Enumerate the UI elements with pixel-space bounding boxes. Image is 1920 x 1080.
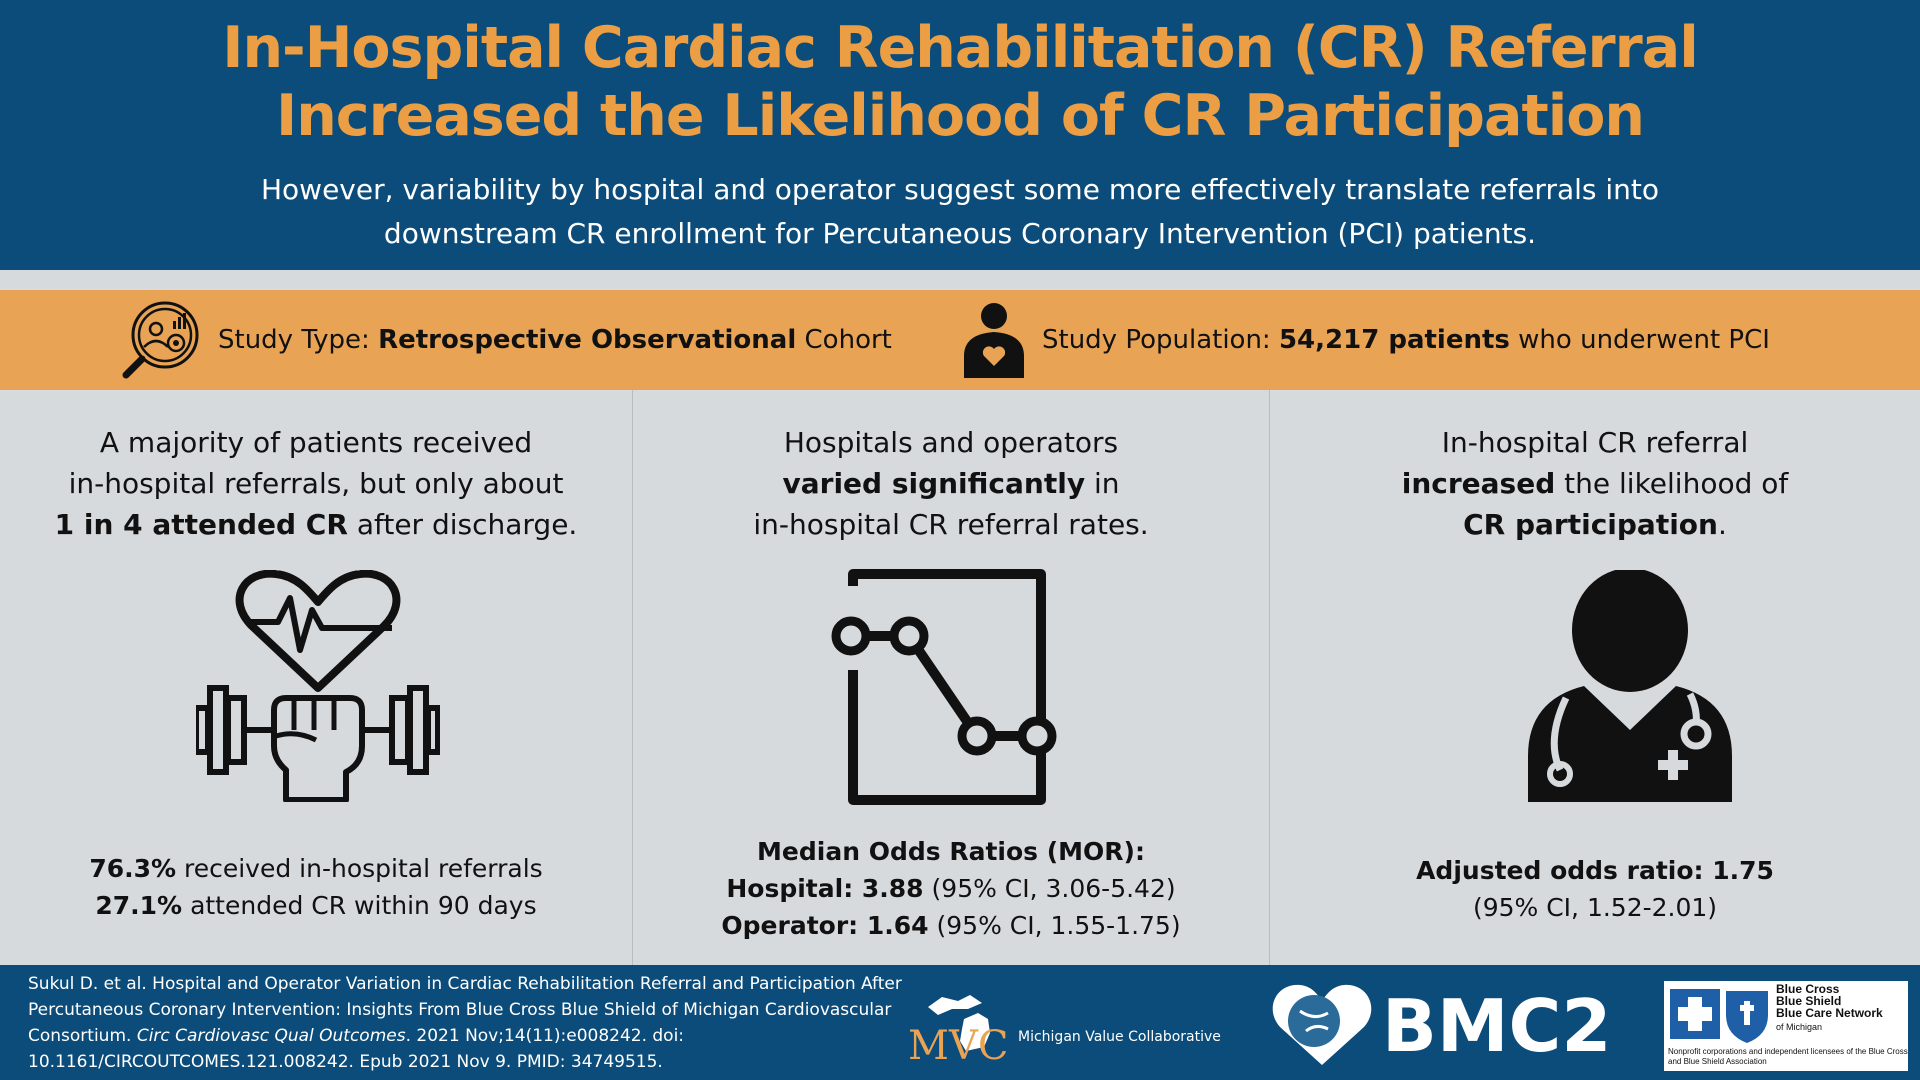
study-type-suffix: Cohort (804, 325, 892, 355)
stat-desc: received in-hospital referrals (184, 854, 543, 883)
bmc2-logo: BMC2 (1270, 981, 1650, 1071)
finding-stats: 76.3% received in-hospital referrals 27.… (0, 850, 632, 924)
finding-line-2: in-hospital referrals, but only about (68, 467, 564, 500)
stat-line: Hospital: 3.88 (95% CI, 3.06-5.42) (633, 870, 1269, 907)
research-magnifier-icon (122, 301, 199, 379)
finding-text: In-hospital CR referral increased the li… (1270, 422, 1920, 545)
bcbs-subtitle: of Michigan (1776, 1022, 1823, 1032)
finding-line-3: CR participation. (1270, 504, 1920, 545)
study-population: Study Population: 54,217 patients who un… (958, 290, 1770, 390)
stat-heading: Median Odds Ratios (MOR): (757, 837, 1145, 866)
stat-value: Adjusted odds ratio: 1.75 (1416, 856, 1774, 885)
stat-value: 27.1% (95, 891, 183, 920)
finding-stats: Adjusted odds ratio: 1.75 (95% CI, 1.52-… (1270, 852, 1920, 926)
heart-dumbbell-icon (196, 570, 440, 802)
mvc-letters: MVC (908, 1023, 1008, 1065)
stat-value: 76.3% (89, 854, 177, 883)
footer: Sukul D. et al. Hospital and Operator Va… (0, 965, 1920, 1080)
stat-desc: (95% CI, 1.52-2.01) (1472, 893, 1718, 922)
blue-cross-blue-shield-icon (1670, 989, 1768, 1043)
citation-journal: Circ Cardiovasc Qual Outcomes (136, 1026, 406, 1046)
title-line-1: In-Hospital Cardiac Rehabilitation (CR) … (222, 15, 1699, 81)
finding-highlight: varied significantly (782, 467, 1086, 500)
finding-line-2-rest: in (1093, 467, 1120, 500)
finding-line-3: in-hospital CR referral rates. (753, 508, 1149, 541)
bmc2-name: BMC2 (1382, 984, 1612, 1068)
finding-stats: Median Odds Ratios (MOR): Hospital: 3.88… (633, 833, 1269, 944)
finding-column-variation: Hospitals and operators varied significa… (632, 390, 1270, 965)
stat-value: Hospital: 3.88 (726, 874, 924, 903)
stat-desc: (95% CI, 1.55-1.75) (936, 911, 1181, 940)
declining-graph-icon (831, 569, 1057, 805)
header-banner: In-Hospital Cardiac Rehabilitation (CR) … (0, 0, 1920, 270)
stat-desc: (95% CI, 3.06-5.42) (931, 874, 1176, 903)
header-gap (0, 270, 1920, 290)
stat-line: Operator: 1.64 (95% CI, 1.55-1.75) (633, 907, 1269, 944)
bcbs-name: Blue Cross Blue Shield Blue Care Network (1776, 983, 1883, 1019)
doctor-icon (1528, 570, 1732, 802)
michigan-map-icon: MVC (908, 995, 1008, 1065)
finding-line-2-rest: the likelihood of (1564, 467, 1789, 500)
finding-text: A majority of patients received in-hospi… (0, 422, 632, 545)
mvc-logo: MVC Michigan Value Collaborative (908, 985, 1248, 1065)
bcbs-line: Blue Cross (1776, 982, 1840, 996)
citation-details: . 2021 Nov;14(11):e008242. doi: 10.1161/… (28, 1026, 685, 1072)
finding-line-2: increased the likelihood of (1270, 463, 1920, 504)
finding-line-1: In-hospital CR referral (1441, 426, 1749, 459)
subtitle-line-2: downstream CR enrollment for Percutaneou… (383, 217, 1537, 250)
citation: Sukul D. et al. Hospital and Operator Va… (28, 971, 908, 1075)
finding-text: Hospitals and operators varied significa… (633, 422, 1269, 545)
study-population-label: Study Population: (1042, 325, 1271, 355)
bmc2-heart-emblem-icon (1272, 984, 1372, 1065)
finding-highlight: increased (1401, 467, 1556, 500)
study-info-bar: Study Type: Retrospective Observational … (0, 290, 1920, 390)
finding-highlight: CR participation (1463, 508, 1718, 541)
finding-column-likelihood: In-hospital CR referral increased the li… (1270, 390, 1920, 965)
bcbs-line: Blue Care Network (1776, 1006, 1883, 1020)
stat-desc: attended CR within 90 days (190, 891, 537, 920)
finding-line-1: A majority of patients received (99, 426, 533, 459)
bcbs-logo: Blue Cross Blue Shield Blue Care Network… (1664, 981, 1908, 1071)
patient-heart-icon (964, 303, 1024, 378)
stat-line: 27.1% attended CR within 90 days (0, 887, 632, 924)
stat-line: 76.3% received in-hospital referrals (0, 850, 632, 887)
study-population-value: 54,217 patients (1278, 325, 1510, 355)
bcbs-line: Blue Shield (1776, 994, 1842, 1008)
bcbs-note: Nonprofit corporations and independent l… (1668, 1047, 1908, 1066)
citation-text: Sukul D. et al. Hospital and Operator Va… (28, 974, 902, 1046)
study-type-label: Study Type: (218, 325, 370, 355)
finding-line-3-rest: after discharge. (356, 508, 578, 541)
finding-column-referrals: A majority of patients received in-hospi… (0, 390, 632, 965)
page-title: In-Hospital Cardiac Rehabilitation (CR) … (0, 14, 1920, 150)
finding-line-2: varied significantly in (633, 463, 1269, 504)
study-population-suffix: who underwent PCI (1518, 325, 1770, 355)
finding-highlight: 1 in 4 attended CR (54, 508, 348, 541)
stat-value: Operator: 1.64 (721, 911, 929, 940)
mvc-name: Michigan Value Collaborative (1018, 1029, 1221, 1045)
finding-line-3-rest: . (1717, 508, 1727, 541)
finding-line-3: 1 in 4 attended CR after discharge. (0, 504, 632, 545)
finding-line-1: Hospitals and operators (783, 426, 1119, 459)
study-type: Study Type: Retrospective Observational … (118, 290, 892, 390)
study-type-value: Retrospective Observational (378, 325, 797, 355)
title-line-2: Increased the Likelihood of CR Participa… (276, 83, 1645, 149)
page-subtitle: However, variability by hospital and ope… (0, 168, 1920, 256)
subtitle-line-1: However, variability by hospital and ope… (260, 173, 1660, 206)
